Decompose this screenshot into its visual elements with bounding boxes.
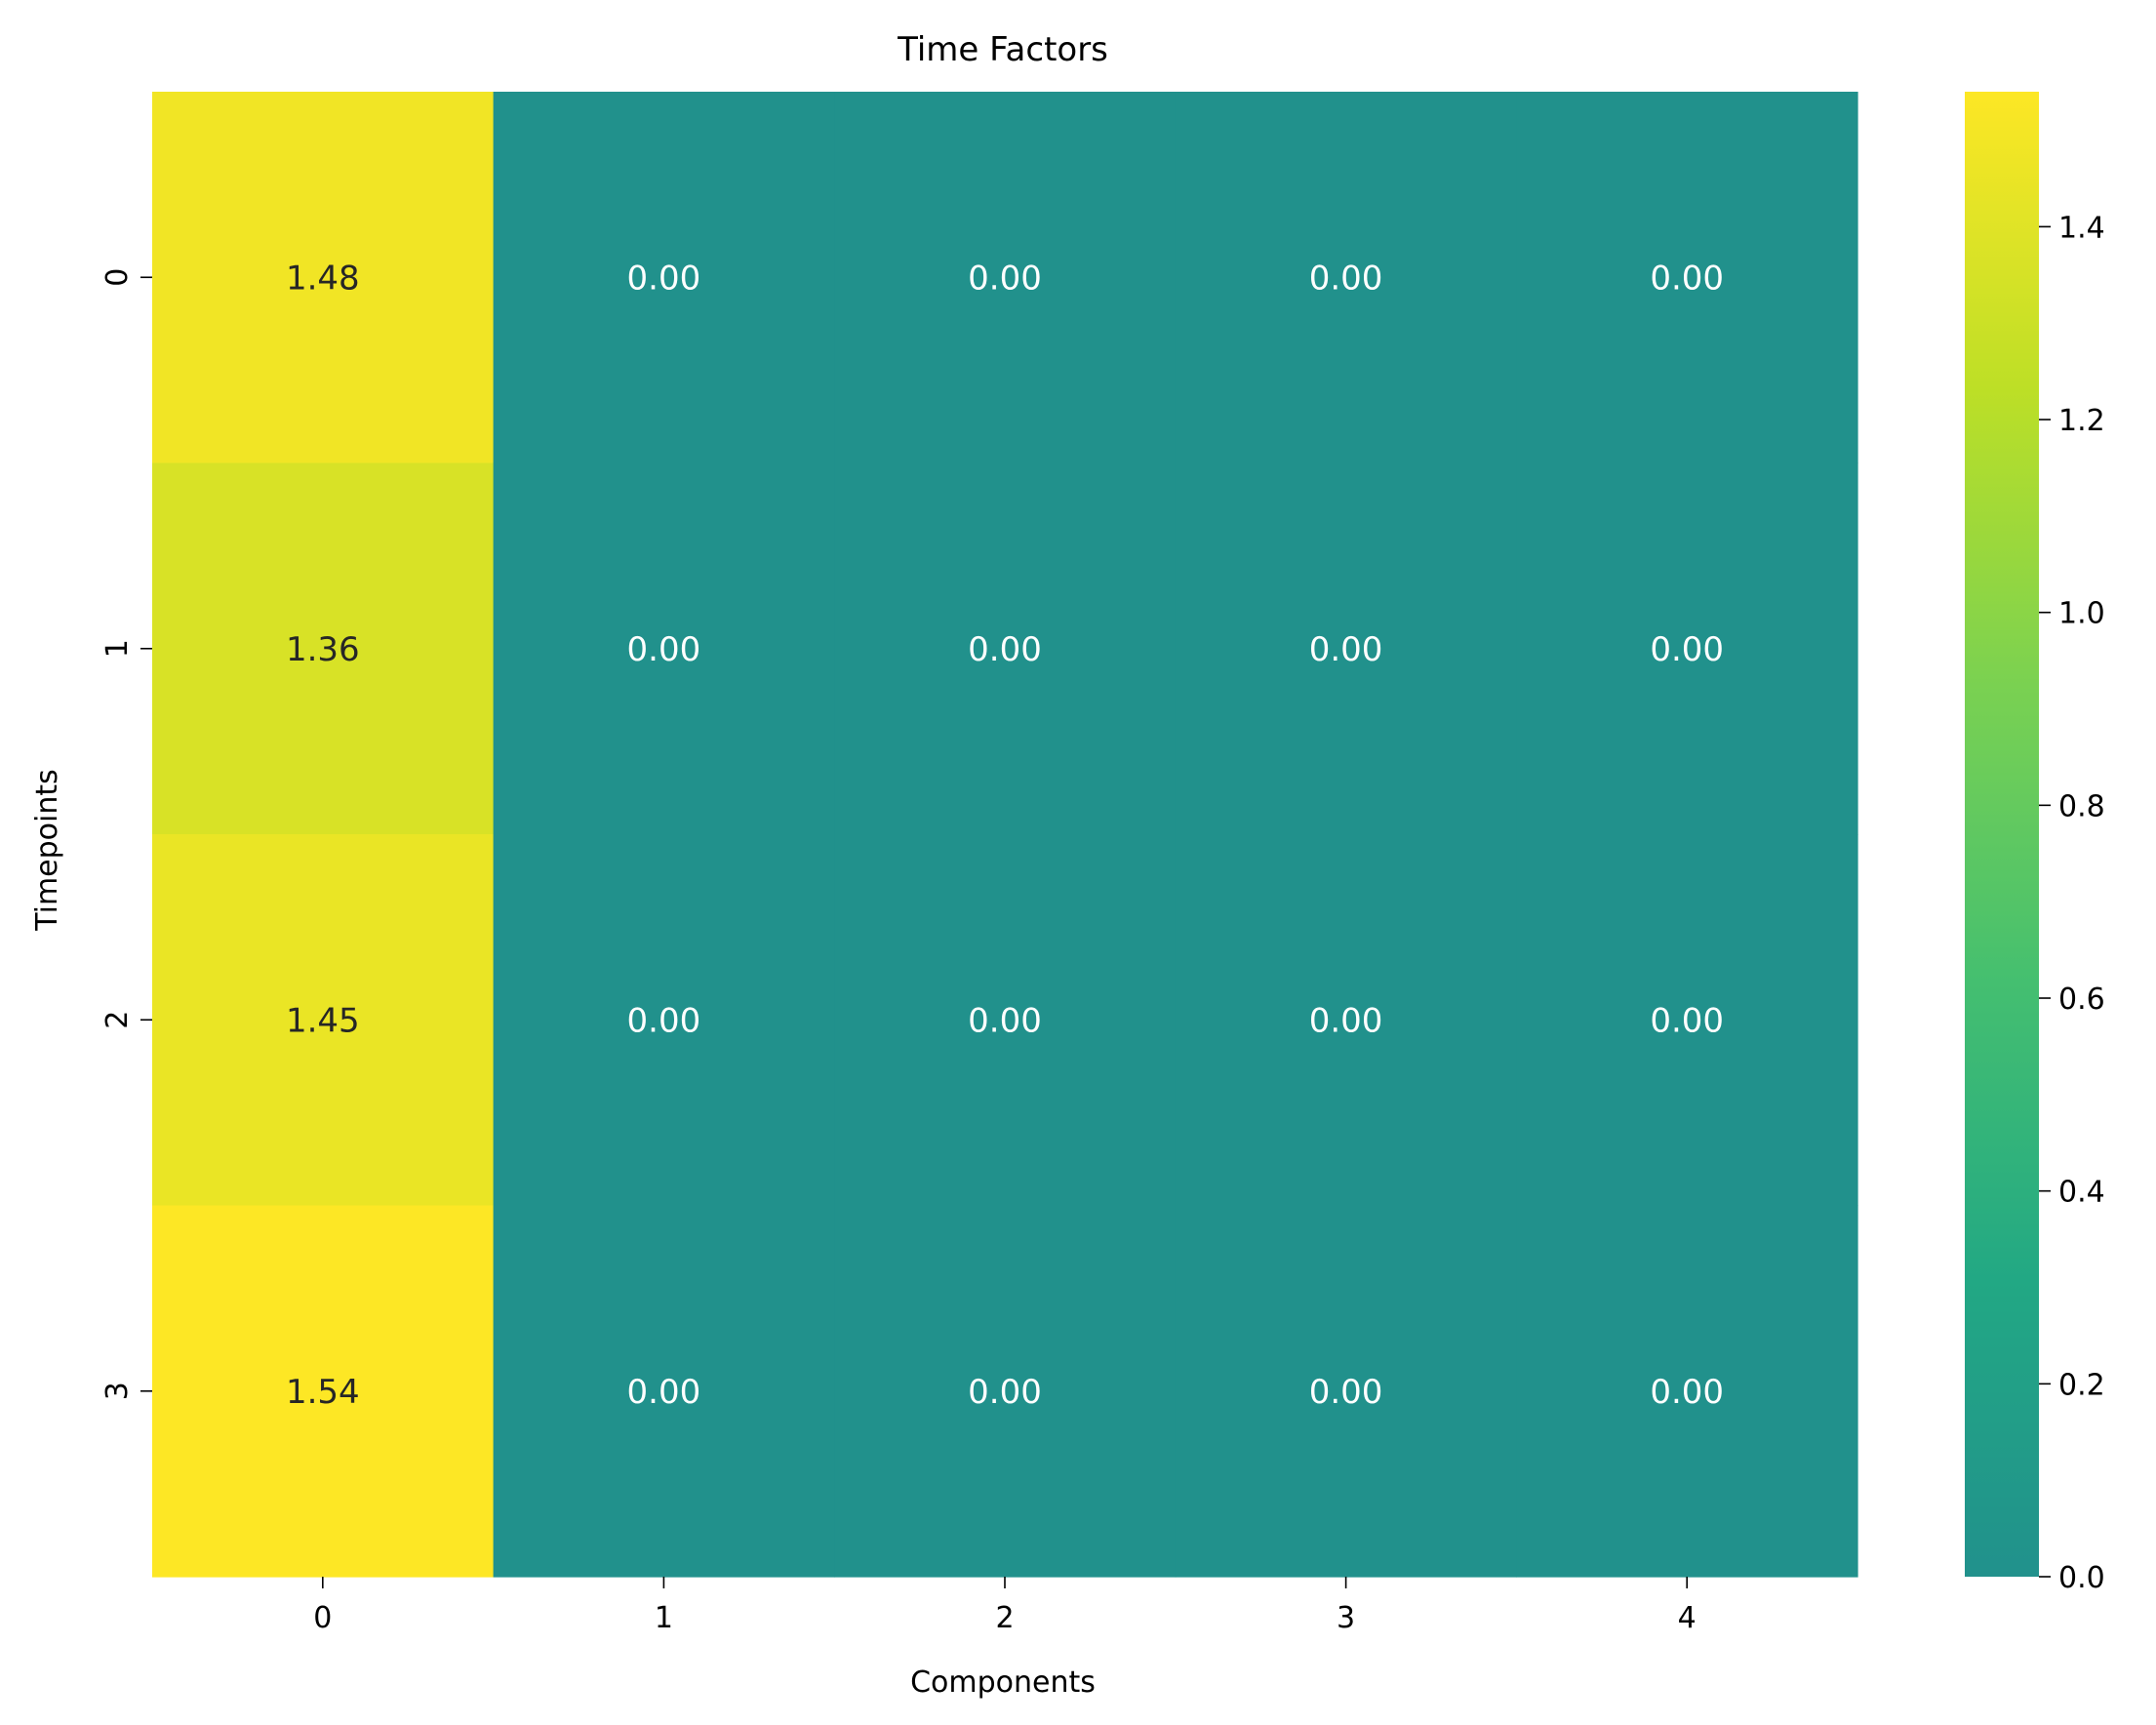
y-tick-label: 0	[100, 268, 135, 287]
colorbar-tick-label: 0.8	[2058, 789, 2105, 823]
heatmap-cell	[493, 834, 835, 1207]
colorbar-tick-label: 1.0	[2058, 597, 2105, 631]
y-tick-label: 2	[100, 1011, 135, 1029]
cell-value-label: 0.00	[627, 1001, 701, 1040]
colorbar-gradient	[1965, 92, 2039, 1577]
cell-annotations: 1.48 0.00 0.00 0.00 0.00 1.36 0.00 0.00 0.00 0.00…	[286, 259, 1724, 1412]
heatmap-cell	[152, 462, 495, 835]
heatmap-cell	[834, 462, 1177, 835]
heatmap-cell	[1175, 834, 1517, 1207]
cell-value-label: 0.00	[1309, 630, 1383, 669]
heatmap-cell	[493, 1205, 835, 1578]
heatmap-cell	[493, 92, 835, 464]
cell-value-label: 1.54	[286, 1373, 360, 1412]
cell-value-label: 0.00	[627, 630, 701, 669]
cell-value-label: 0.00	[968, 1001, 1042, 1040]
cell-value-label: 0.00	[1650, 259, 1724, 298]
y-axis: 0 1 2 3	[100, 268, 152, 1400]
cell-value-label: 0.00	[968, 1373, 1042, 1412]
heatmap-cell	[152, 92, 495, 464]
heatmap-cell	[493, 462, 835, 835]
cell-value-label: 0.00	[1650, 1373, 1724, 1412]
x-tick-label: 1	[655, 1601, 673, 1635]
chart-title: Time Factors	[897, 30, 1108, 69]
cell-value-label: 0.00	[1650, 630, 1724, 669]
heatmap-cells	[152, 92, 1858, 1578]
cell-value-label: 0.00	[1309, 259, 1383, 298]
cell-value-label: 0.00	[1650, 1001, 1724, 1040]
heatmap-cell	[152, 834, 495, 1207]
x-tick-label: 4	[1678, 1601, 1697, 1635]
x-tick-label: 3	[1337, 1601, 1355, 1635]
colorbar-tick-label: 1.4	[2058, 211, 2105, 245]
colorbar-tick-label: 1.2	[2058, 404, 2105, 438]
x-tick-label: 0	[313, 1601, 332, 1635]
cell-value-label: 0.00	[627, 1373, 701, 1412]
heatmap-cell	[1516, 462, 1858, 835]
heatmap-cell	[1516, 92, 1858, 464]
cell-value-label: 0.00	[968, 259, 1042, 298]
y-tick-label: 3	[100, 1382, 135, 1400]
heatmap-cell	[1516, 1205, 1858, 1578]
colorbar-tick-label: 0.0	[2058, 1561, 2105, 1595]
cell-value-label: 1.45	[286, 1001, 360, 1040]
heatmap-cell	[1516, 834, 1858, 1207]
colorbar: 0.0 0.2 0.4 0.6 0.8 1.0 1.2 1.4	[1965, 92, 2105, 1595]
y-axis-label: Timepoints	[30, 769, 64, 932]
x-tick-label: 2	[995, 1601, 1014, 1635]
heatmap-cell	[834, 834, 1177, 1207]
heatmap-cell	[152, 1205, 495, 1578]
cell-value-label: 0.00	[968, 630, 1042, 669]
cell-value-label: 1.48	[286, 259, 360, 298]
heatmap-cell	[834, 1205, 1177, 1578]
cell-value-label: 0.00	[1309, 1373, 1383, 1412]
cell-value-label: 0.00	[1309, 1001, 1383, 1040]
heatmap-cell	[1175, 92, 1517, 464]
heatmap-cell	[1175, 462, 1517, 835]
x-axis: 0 1 2 3 4	[313, 1577, 1697, 1635]
y-tick-label: 1	[100, 639, 135, 658]
heatmap-cell	[834, 92, 1177, 464]
cell-value-label: 0.00	[627, 259, 701, 298]
colorbar-tick-label: 0.6	[2058, 983, 2105, 1017]
x-axis-label: Components	[910, 1665, 1096, 1700]
colorbar-tick-label: 0.2	[2058, 1368, 2105, 1402]
colorbar-tick-label: 0.4	[2058, 1176, 2105, 1210]
heatmap-cell	[1175, 1205, 1517, 1578]
cell-value-label: 1.36	[286, 630, 360, 669]
